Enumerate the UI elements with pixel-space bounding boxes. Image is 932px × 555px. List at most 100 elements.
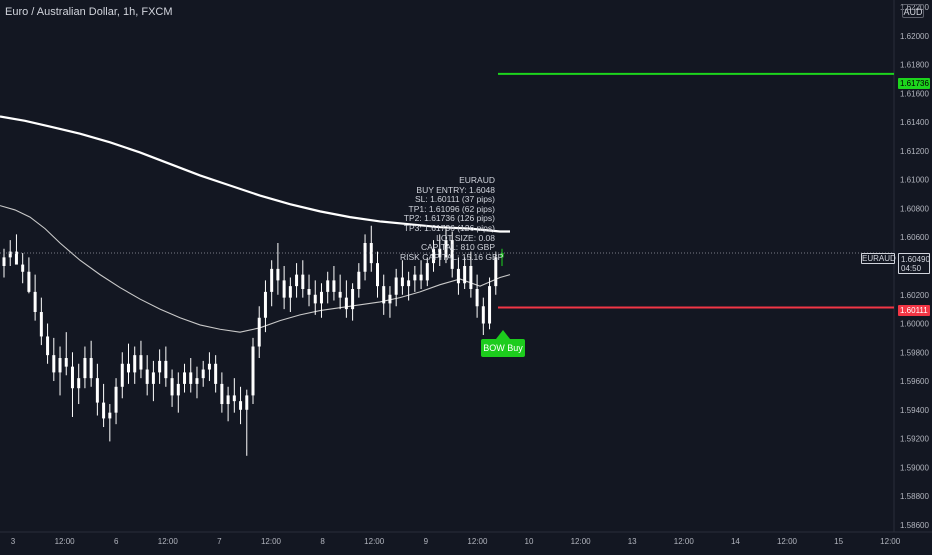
- candle: [263, 280, 267, 333]
- candle: [46, 323, 50, 364]
- candle: [432, 240, 436, 272]
- candle: [189, 358, 193, 393]
- candle: [344, 280, 348, 318]
- time-axis-label: 12:00: [261, 537, 282, 546]
- candle: [14, 234, 18, 265]
- price-axis-label: 1.59800: [900, 348, 929, 357]
- candle: [83, 346, 87, 389]
- candle: [313, 280, 317, 315]
- candle: [376, 251, 379, 298]
- candle: [363, 234, 367, 281]
- time-axis-label: 12:00: [880, 537, 901, 546]
- price-axis-label: 1.58800: [900, 492, 929, 501]
- bar-countdown: 04:50: [901, 264, 922, 273]
- candle: [481, 297, 485, 336]
- candle: [33, 274, 37, 321]
- candle: [332, 266, 336, 301]
- candle: [469, 251, 473, 298]
- candle: [27, 257, 31, 294]
- price-axis-label: 1.59600: [900, 377, 929, 386]
- symbol-price-tag: EURAUD: [861, 253, 896, 264]
- candle: [95, 363, 99, 416]
- candle: [52, 337, 56, 382]
- candle: [419, 260, 423, 290]
- price-axis-label: 1.60600: [900, 233, 929, 242]
- info-line: RISK CAPITAL: 15.16 GBP: [400, 251, 504, 262]
- candle: [382, 274, 386, 315]
- candle: [413, 266, 417, 292]
- candle: [388, 286, 392, 318]
- time-axis-label: 3: [11, 537, 16, 546]
- time-axis-label: 12:00: [674, 537, 695, 546]
- price-axis-label: 1.61000: [900, 176, 929, 185]
- levels: [0, 72, 894, 309]
- candle: [114, 378, 118, 425]
- candle: [239, 386, 243, 425]
- candle: [400, 260, 404, 295]
- candle: [145, 355, 149, 396]
- buy-signal-arrow-icon: [496, 330, 510, 339]
- candle: [326, 271, 330, 304]
- price-axis-label: 1.62200: [900, 3, 929, 12]
- candle: [282, 266, 286, 310]
- take-profit-price-tag: 1.61736: [898, 78, 930, 89]
- candle: [245, 389, 249, 456]
- candle: [251, 337, 255, 405]
- candle: [307, 274, 311, 307]
- time-axis-label: 12:00: [571, 537, 592, 546]
- candle: [158, 349, 162, 384]
- candle: [139, 340, 143, 379]
- candle: [232, 378, 236, 413]
- candle: [70, 352, 74, 417]
- candle: [463, 257, 467, 290]
- candle: [295, 263, 299, 298]
- info-line: SL: 1.60111 (37 pips): [414, 194, 495, 205]
- candle: [164, 346, 168, 387]
- candle: [257, 306, 261, 359]
- time-axis[interactable]: 3 12:00 6 12:00 7 12:00 8 12:00 9 12:00 10 12:00 13 1…: [11, 537, 901, 546]
- candle: [357, 263, 361, 298]
- time-axis-label: 12:00: [777, 537, 798, 546]
- moving-average-line: [0, 115, 510, 233]
- price-axis-label: 1.61400: [900, 118, 929, 127]
- time-axis-label: 7: [217, 537, 222, 546]
- candle: [127, 343, 130, 384]
- price-axis-label: 1.60000: [900, 320, 929, 329]
- time-axis-label: 15: [834, 537, 843, 546]
- candle: [151, 360, 155, 402]
- candle: [270, 260, 274, 307]
- trade-info-box: EURAUD BUY ENTRY: 1.6048 SL: 1.60111 (37…: [400, 175, 504, 262]
- candle: [102, 383, 106, 428]
- candle: [8, 240, 12, 266]
- candle: [183, 363, 187, 393]
- candle: [319, 283, 323, 318]
- candle: [276, 242, 280, 295]
- info-line: LOT SIZE: 0.08: [436, 232, 495, 243]
- price-axis[interactable]: 1.62200 1.62000 1.61800 1.61600 1.61400 1.612…: [900, 3, 929, 530]
- price-axis-label: 1.59000: [900, 463, 929, 472]
- candle: [21, 253, 25, 284]
- price-axis-label: 1.61800: [900, 61, 929, 70]
- info-line: TP3: 1.61736 (126 pips): [403, 222, 495, 233]
- candle: [425, 257, 429, 287]
- time-axis-label: 12:00: [158, 537, 179, 546]
- time-axis-label: 12:00: [467, 537, 488, 546]
- price-axis-label: 1.59400: [900, 406, 929, 415]
- candle: [120, 352, 124, 399]
- candle: [301, 260, 305, 298]
- candle: [338, 274, 342, 310]
- candle: [220, 372, 224, 413]
- buy-signal-label[interactable]: BOW Buy: [481, 339, 525, 357]
- candle: [201, 360, 205, 387]
- price-axis-label: 1.59200: [900, 435, 929, 444]
- symbol-title[interactable]: Euro / Australian Dollar, 1h, FXCM: [5, 6, 173, 18]
- candles: [2, 225, 504, 456]
- time-axis-label: 6: [114, 537, 119, 546]
- moving-averages: [0, 115, 511, 333]
- price-axis-label: 1.60200: [900, 291, 929, 300]
- candle: [394, 268, 398, 307]
- candle: [500, 248, 504, 266]
- currency-button[interactable]: AUD: [902, 4, 924, 18]
